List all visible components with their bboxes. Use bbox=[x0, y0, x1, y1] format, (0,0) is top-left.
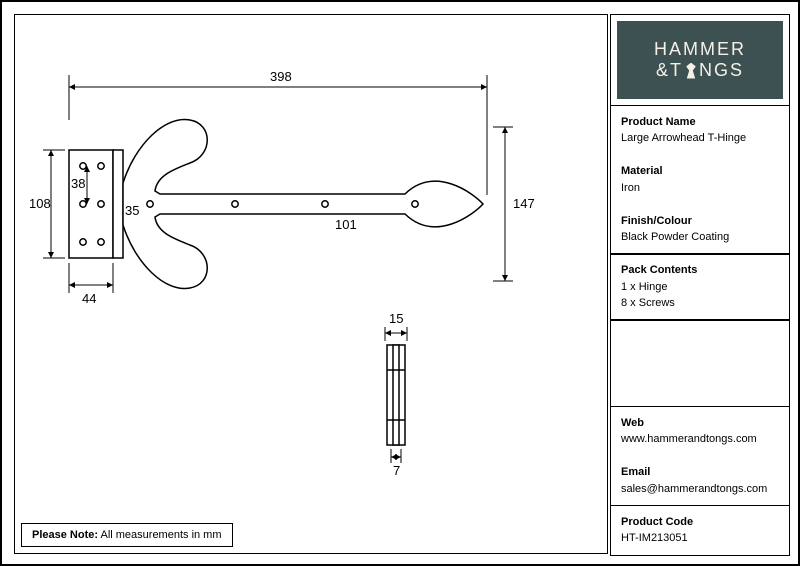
dim-plate-width bbox=[69, 263, 113, 293]
web-value: www.hammerandtongs.com bbox=[621, 431, 779, 448]
keyhole-icon bbox=[685, 63, 697, 79]
material-label: Material bbox=[621, 163, 779, 180]
dim-hole-spacing-value: 38 bbox=[71, 176, 85, 191]
code-label: Product Code bbox=[621, 514, 779, 531]
dim-strap-hole-value: 101 bbox=[335, 217, 357, 232]
product-info-box: Product Name Large Arrowhead T-Hinge Mat… bbox=[610, 105, 790, 255]
email-label: Email bbox=[621, 464, 779, 481]
pack-label: Pack Contents bbox=[621, 262, 779, 279]
product-code-box: Product Code HT-IM213051 bbox=[610, 505, 790, 556]
drawing-sheet: 398 108 147 44 bbox=[0, 0, 800, 566]
dim-hole-offset-value: 35 bbox=[125, 203, 139, 218]
pack-contents-box: Pack Contents 1 x Hinge 8 x Screws bbox=[610, 253, 790, 321]
spacer bbox=[610, 319, 790, 407]
note-label: Please Note: bbox=[32, 529, 98, 541]
info-panel: HAMMER &T NGS Product Name Large Arrowhe… bbox=[610, 14, 790, 554]
hinge-side-view bbox=[387, 345, 405, 445]
pack-item-1: 1 x Hinge bbox=[621, 279, 779, 296]
pack-item-2: 8 x Screws bbox=[621, 295, 779, 312]
dim-overall-height bbox=[493, 127, 513, 281]
logo-box: HAMMER &T NGS bbox=[610, 14, 790, 106]
dim-plate-width-value: 44 bbox=[82, 291, 96, 306]
material-value: Iron bbox=[621, 180, 779, 197]
note-text: All measurements in mm bbox=[98, 529, 221, 541]
dim-overall-height-value: 147 bbox=[513, 196, 535, 211]
dim-side-width-value: 15 bbox=[389, 311, 403, 326]
dim-side-width bbox=[385, 327, 407, 341]
dim-side-inner-value: 7 bbox=[393, 463, 400, 478]
dim-side-inner bbox=[391, 449, 401, 463]
drawing-area: 398 108 147 44 bbox=[14, 14, 608, 554]
finish-label: Finish/Colour bbox=[621, 213, 779, 230]
technical-drawing: 398 108 147 44 bbox=[15, 15, 609, 555]
contact-box: Web www.hammerandtongs.com Email sales@h… bbox=[610, 406, 790, 507]
product-name-value: Large Arrowhead T-Hinge bbox=[621, 130, 779, 147]
brand-line2: &T NGS bbox=[656, 60, 744, 81]
product-name-label: Product Name bbox=[621, 114, 779, 131]
dim-plate-height-value: 108 bbox=[29, 196, 51, 211]
email-value: sales@hammerandtongs.com bbox=[621, 481, 779, 498]
finish-value: Black Powder Coating bbox=[621, 229, 779, 246]
dim-overall-length-value: 398 bbox=[270, 69, 292, 84]
brand-logo: HAMMER &T NGS bbox=[617, 21, 783, 99]
code-value: HT-IM213051 bbox=[621, 530, 779, 547]
brand-line1: HAMMER bbox=[654, 39, 746, 60]
web-label: Web bbox=[621, 415, 779, 432]
note-box: Please Note: All measurements in mm bbox=[21, 523, 233, 547]
